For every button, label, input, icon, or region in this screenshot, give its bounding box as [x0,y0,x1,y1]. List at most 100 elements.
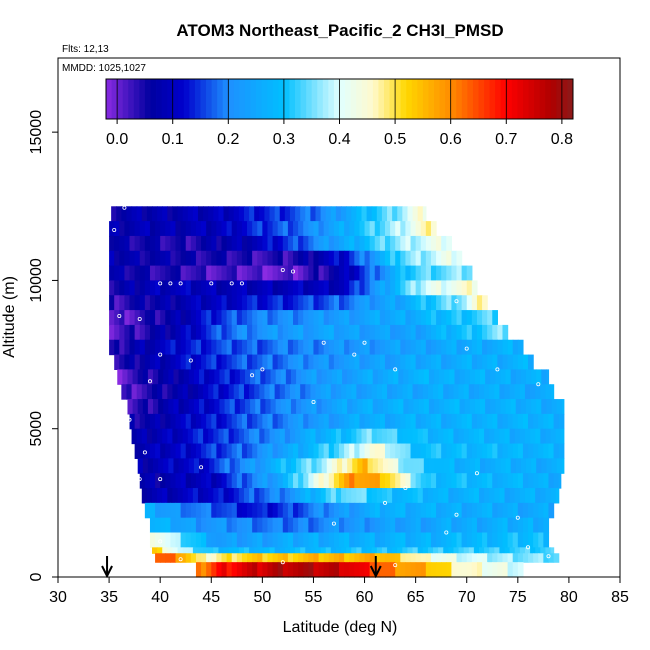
heatmap-cell [241,553,248,563]
heatmap-cell [282,221,289,237]
heatmap-cell [395,502,401,519]
heatmap-cell [398,458,404,474]
heatmap-cell [249,384,255,400]
heatmap-cell [333,413,340,430]
heatmap-cell [446,280,452,296]
heatmap-cell [226,324,233,341]
heatmap-cell [277,250,284,267]
heatmap-cell [180,221,187,237]
heatmap-cell [323,339,330,356]
heatmap-cell [219,369,226,385]
colorbar-segment [150,79,157,119]
heatmap-cell [287,324,294,341]
heatmap-cell [226,280,233,296]
heatmap-cell [282,295,289,311]
heatmap-cell [436,473,442,489]
heatmap-cell [298,310,304,326]
heatmap-cell [341,547,347,554]
colorbar-segment [328,79,335,119]
heatmap-cell [561,399,565,415]
heatmap-cell [190,473,197,489]
heatmap-cell [124,235,131,252]
heatmap-cell [349,235,355,252]
heatmap-cell [167,488,174,504]
x-axis: 30 35 40 45 50 55 60 65 70 75 80 85 [49,577,629,606]
heatmap-cell [206,235,212,252]
heatmap-cell [293,221,299,237]
heatmap-cell [456,502,463,519]
heatmap-cell [390,265,396,282]
heatmap-cell [430,502,437,519]
sample-point [137,316,142,321]
heatmap-cell [536,458,542,474]
heatmap-cell [247,235,253,252]
heatmap-cell [436,413,442,430]
heatmap-cell [533,532,539,548]
heatmap-cell [397,428,403,445]
heatmap-cell [213,547,220,554]
heatmap-cell [252,413,258,430]
heatmap-cell [165,265,171,282]
heatmap-cell [456,250,463,267]
heatmap-cell [463,428,470,445]
heatmap-cell [114,265,120,282]
heatmap-cell [311,458,318,474]
heatmap-cell [228,428,235,445]
heatmap-cell [400,532,407,548]
heatmap-cell [487,310,493,326]
heatmap-cell [236,443,243,459]
heatmap-cell [487,502,493,519]
x-tick-label: 55 [305,589,323,606]
heatmap-cell [175,280,182,296]
heatmap-cell [357,399,364,415]
heatmap-cell [497,532,504,548]
heatmap-cell [323,473,330,489]
heatmap-cell [318,235,325,252]
sample-point [454,512,459,517]
sample-point [229,281,234,286]
heatmap-cell [301,369,307,385]
heatmap-cell [453,428,460,445]
heatmap-cell [152,547,158,554]
heatmap-cell [448,384,455,400]
heatmap-cell [293,553,299,563]
heatmap-cell [136,428,143,445]
heatmap-cell [241,221,248,237]
heatmap-cell [287,532,294,548]
heatmap-cell [267,280,274,296]
heatmap-cell [160,324,166,341]
heatmap-cell [408,399,415,415]
heatmap-cell [285,458,292,474]
heatmap-cell [492,562,498,578]
heatmap-cell [374,235,381,252]
heatmap-cell [262,250,269,267]
heatmap-cell [522,354,529,370]
heatmap-cell [509,547,516,554]
heatmap-cell [497,502,504,519]
heatmap-cell [165,235,171,252]
heatmap-cell [430,310,437,326]
heatmap-cell [318,473,325,489]
heatmap-cell [315,547,322,554]
colorbar-segment [228,79,235,119]
heatmap-cell [430,250,437,267]
heatmap-cell [502,339,509,356]
heatmap-cell [211,280,217,296]
heatmap-cell [155,443,161,459]
heatmap-cell [119,354,126,370]
heatmap-cell [374,562,381,578]
heatmap-cell [328,532,335,548]
heatmap-cell [214,399,221,415]
heatmap-cell [487,354,493,370]
heatmap-cell [234,369,241,385]
heatmap-cell [257,295,263,311]
heatmap-cell [213,384,220,400]
heatmap-cell [231,413,238,430]
heatmap-cell [208,206,214,222]
heatmap-cell [180,517,187,534]
heatmap-cell [247,553,253,563]
heatmap-cell [352,458,358,474]
colorbar-segment [272,79,279,119]
heatmap-cell [492,413,498,430]
